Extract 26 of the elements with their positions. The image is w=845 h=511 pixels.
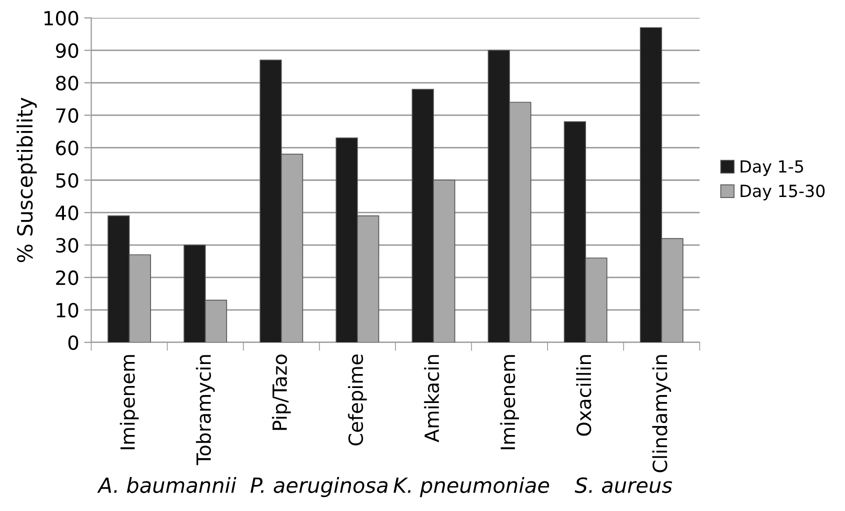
- y-tick-label: 60: [56, 140, 78, 156]
- y-tick-label: 70: [56, 108, 78, 123]
- y-tick-label: 10: [56, 302, 78, 318]
- legend-label: Day 1-5: [740, 160, 804, 176]
- y-axis-title: % Susceptibility: [16, 98, 37, 262]
- text: A. baumannii: [97, 476, 236, 494]
- y-tick-label: 80: [56, 76, 78, 90]
- y-tick-label: 40: [56, 206, 78, 220]
- y-tick-label: 30: [56, 238, 78, 253]
- x-tick-label: Tobramycin: [196, 355, 215, 466]
- text: S. aureus: [574, 477, 672, 494]
- y-tick-label: 100: [44, 10, 78, 26]
- text: P. aeruginosa: [250, 476, 388, 498]
- x-tick-label: Oxacillin: [576, 355, 592, 436]
- y-tick-label: 90: [56, 43, 78, 58]
- y-tick-label: 50: [56, 173, 78, 188]
- text: K. pneumoniae: [394, 476, 550, 498]
- x-tick-label: Imipenem: [120, 355, 139, 450]
- x-tick-label: Pip/Tazo: [272, 354, 291, 430]
- legend-label: Day 15-30: [740, 184, 825, 200]
- x-tick-label: Amikacin: [424, 355, 440, 442]
- y-tick-label: 0: [68, 335, 78, 350]
- x-tick-label: Imipenem: [500, 355, 519, 450]
- x-tick-label: Cefepime: [348, 354, 367, 446]
- x-tick-label: Clindamycin: [652, 355, 672, 472]
- y-tick-label: 20: [56, 270, 78, 286]
